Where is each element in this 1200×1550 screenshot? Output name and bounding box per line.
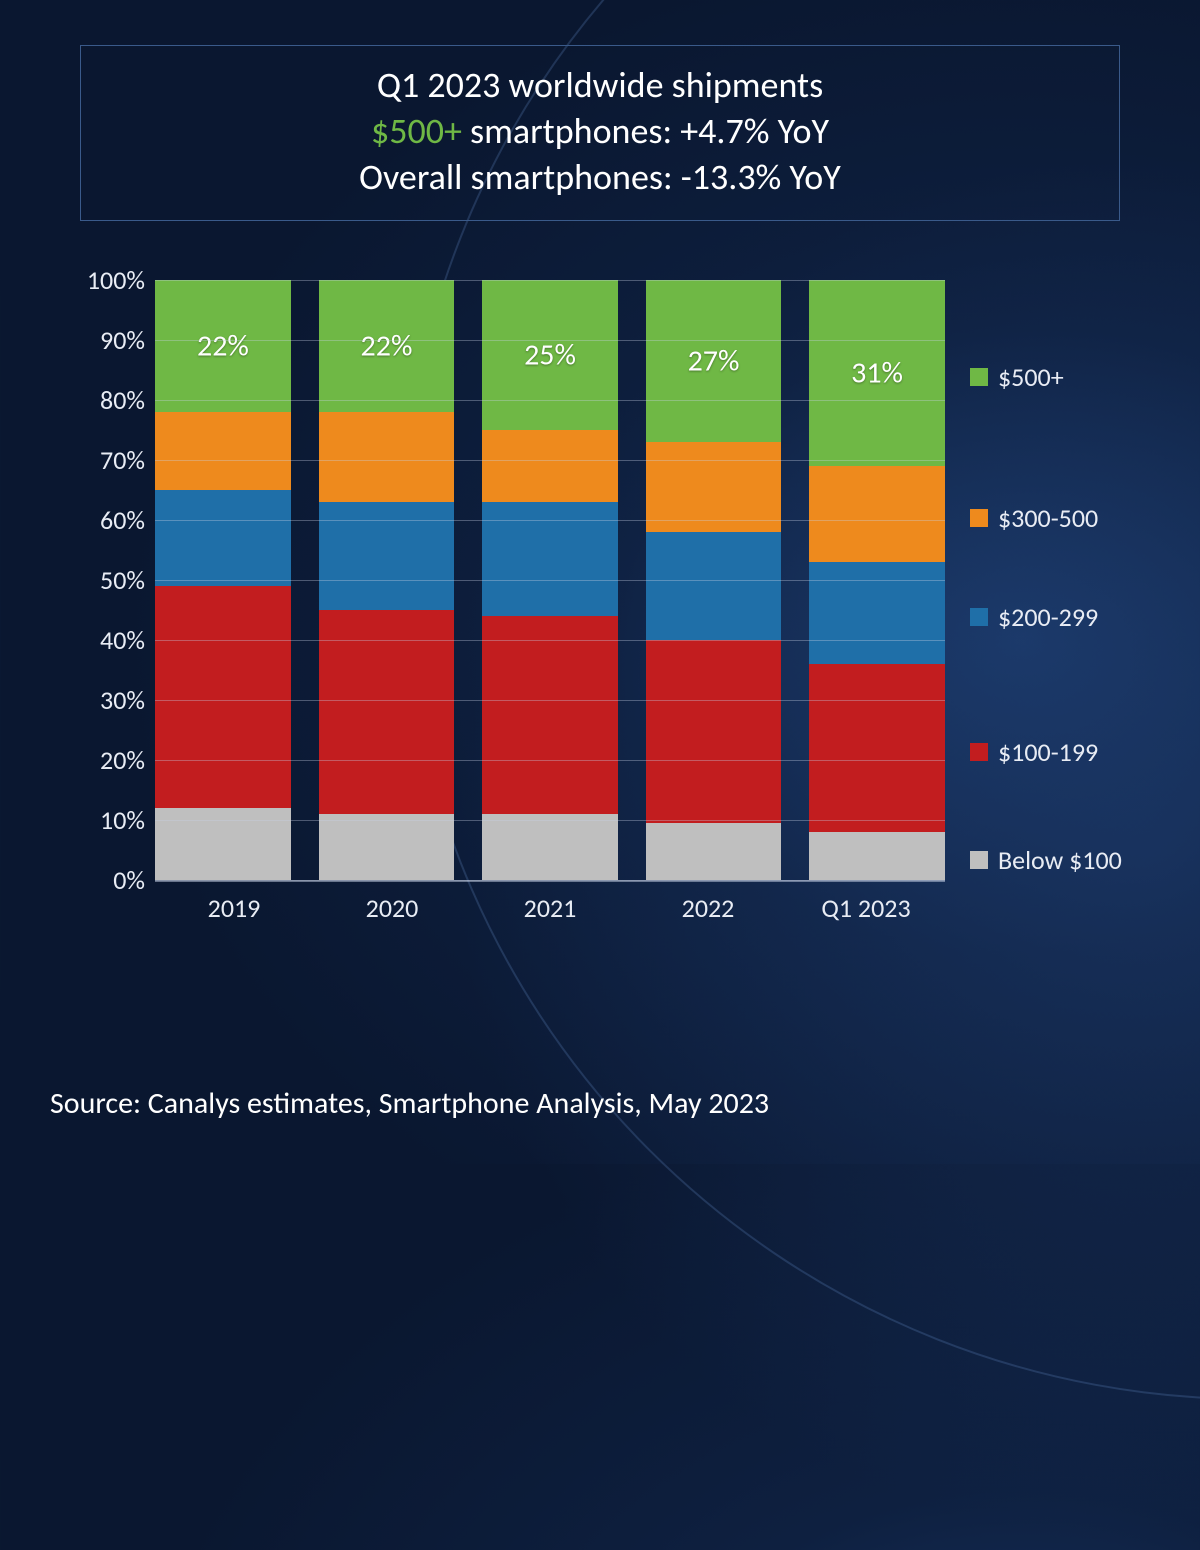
grid-line [155,820,945,821]
y-axis-tick-label: 0% [65,864,145,896]
y-axis-tick-label: 30% [65,684,145,716]
bar-segment-s500_plus: 25% [482,280,618,430]
grid-line [155,520,945,521]
bar-segment-below_100 [319,814,455,880]
grid-line [155,640,945,641]
bar-segment-s300_500 [809,466,945,562]
stacked-bar-chart: 22% 22% 25% 27% 31% 0% 10% 20% 30% 40% 50% 60% 70% 8… [60,280,1160,940]
bar-segment-s500_plus: 22% [155,280,291,412]
legend-item: $300-500 [970,502,1098,534]
source-footnote: Source: Canalys estimates, Smartphone An… [50,1085,769,1122]
x-axis-line [155,880,945,882]
bar-segment-below_100 [155,808,291,880]
grid-line [155,280,945,281]
legend-swatch [970,743,988,761]
x-axis-tick-label: 2020 [313,892,471,924]
legend-label: $100-199 [998,736,1098,768]
legend-label: Below $100 [998,844,1122,876]
legend-item: Below $100 [970,844,1122,876]
title-line-2: $500+ smartphones: +4.7% YoY [91,108,1109,154]
bar-segment-s200_299 [809,562,945,664]
grid-line [155,400,945,401]
y-axis-tick-label: 60% [65,504,145,536]
x-axis-labels: 2019202020212022Q1 2023 [155,892,945,924]
legend-label: $300-500 [998,502,1098,534]
title-line-3: Overall smartphones: -13.3% YoY [91,154,1109,200]
legend-item: $100-199 [970,736,1098,768]
bar-segment-label: 22% [155,328,291,365]
legend-item: $500+ [970,361,1064,393]
y-axis-tick-label: 90% [65,324,145,356]
legend-swatch [970,368,988,386]
bar-segment-label: 25% [482,337,618,374]
bar-segment-s100_199 [155,586,291,808]
grid-line [155,700,945,701]
legend-swatch [970,509,988,527]
legend-swatch [970,608,988,626]
grid-line [155,460,945,461]
bar-segment-label: 22% [319,328,455,365]
x-axis-tick-label: Q1 2023 [787,892,945,924]
bar-segment-s300_500 [155,412,291,490]
grid-line [155,760,945,761]
bar-segment-label: 31% [809,355,945,392]
plot-area: 22%22%25%27%31% 0%10%20%30%40%50%60%70%8… [155,280,945,880]
y-axis-tick-label: 80% [65,384,145,416]
y-axis-tick-label: 40% [65,624,145,656]
grid-line [155,580,945,581]
bar-segment-label: 27% [646,343,782,380]
grid-line [155,340,945,341]
y-axis-tick-label: 50% [65,564,145,596]
bar-segment-s200_299 [646,532,782,640]
legend-item: $200-299 [970,601,1098,633]
bar-segment-s100_199 [646,640,782,823]
bar-segment-s500_plus: 31% [809,280,945,466]
y-axis-tick-label: 70% [65,444,145,476]
title-line-2-rest: smartphones: +4.7% YoY [462,109,829,153]
bar-segment-s100_199 [809,664,945,832]
y-axis-tick-label: 100% [65,264,145,296]
legend: $500+ $300-500 $200-299 $100-199 Below $100 [970,280,1160,880]
bar-segment-s300_500 [482,430,618,502]
x-axis-tick-label: 2021 [471,892,629,924]
title-line-1: Q1 2023 worldwide shipments [91,62,1109,108]
bar-segment-s300_500 [646,442,782,532]
bar-segment-s500_plus: 27% [646,280,782,442]
bar-segment-s100_199 [482,616,618,814]
bar-segment-below_100 [646,823,782,880]
x-axis-tick-label: 2022 [629,892,787,924]
bar-segment-s200_299 [155,490,291,586]
bar-segment-s500_plus: 22% [319,280,455,412]
legend-label: $200-299 [998,601,1098,633]
bar-segment-below_100 [809,832,945,880]
x-axis-tick-label: 2019 [155,892,313,924]
y-axis-tick-label: 20% [65,744,145,776]
bar-segment-s200_299 [319,502,455,610]
bar-segment-below_100 [482,814,618,880]
bar-segment-s300_500 [319,412,455,502]
title-box: Q1 2023 worldwide shipments $500+ smartp… [80,45,1120,221]
title-highlight: $500+ [371,109,462,153]
legend-label: $500+ [998,361,1064,393]
legend-swatch [970,851,988,869]
y-axis-tick-label: 10% [65,804,145,836]
